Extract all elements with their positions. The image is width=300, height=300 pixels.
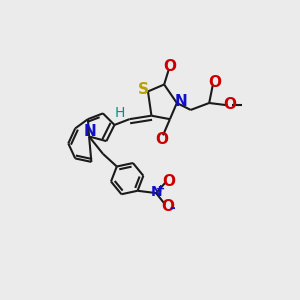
Text: O: O [161,199,174,214]
Text: +: + [156,184,165,194]
Text: O: O [162,174,175,189]
Text: O: O [155,133,168,148]
Text: N: N [151,185,162,200]
Text: S: S [137,82,148,97]
Text: H: H [115,106,125,120]
Text: N: N [83,124,96,139]
Text: O: O [208,75,221,90]
Text: -: - [169,201,175,215]
Text: N: N [175,94,188,109]
Text: O: O [223,97,236,112]
Text: O: O [164,59,176,74]
